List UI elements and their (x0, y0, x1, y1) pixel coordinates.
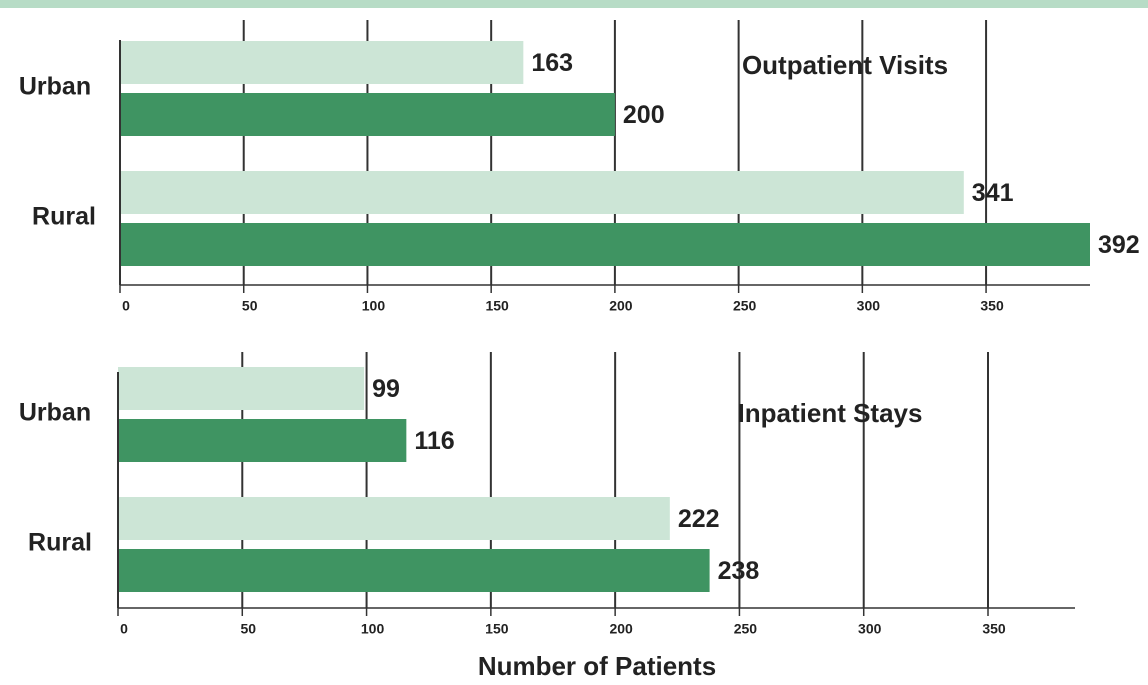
x-tick-label: 0 (120, 621, 128, 637)
bar (120, 41, 524, 84)
x-tick-label: 250 (733, 298, 757, 314)
x-tick-label: 200 (609, 298, 633, 314)
x-tick-label: 50 (240, 621, 256, 637)
x-axis-label: Number of Patients (478, 651, 716, 681)
annotation: Inpatient Stays (738, 398, 923, 428)
bar (118, 549, 710, 592)
data-label: 341 (972, 179, 1014, 207)
bar (120, 223, 1090, 266)
data-label: 392 (1098, 231, 1140, 259)
bar (118, 497, 670, 540)
data-label: 116 (414, 427, 454, 455)
annotation: Outpatient Visits (742, 50, 948, 80)
y-tick-label: Urban (19, 73, 91, 101)
x-tick-label: 0 (122, 298, 130, 314)
top-band (0, 0, 1148, 8)
x-tick-label: 350 (980, 298, 1004, 314)
y-tick-label: Urban (19, 399, 91, 427)
y-tick-label: Rural (28, 529, 92, 557)
data-label: 200 (623, 101, 665, 129)
x-tick-label: 50 (242, 298, 258, 314)
bar (118, 367, 365, 410)
data-label: 238 (718, 557, 760, 585)
x-tick-label: 250 (734, 621, 758, 637)
x-tick-label: 350 (982, 621, 1006, 637)
x-tick-label: 100 (362, 298, 386, 314)
bar (120, 171, 964, 214)
x-tick-label: 200 (609, 621, 633, 637)
data-label: 99 (372, 375, 400, 403)
data-label: 222 (678, 505, 720, 533)
data-label: 163 (531, 49, 573, 77)
y-tick-label: Rural (32, 203, 96, 231)
x-tick-label: 150 (485, 621, 509, 637)
bar (120, 93, 615, 136)
x-tick-label: 100 (361, 621, 385, 637)
bar (118, 419, 407, 462)
x-tick-label: 300 (857, 298, 881, 314)
x-tick-label: 300 (858, 621, 882, 637)
x-tick-label: 150 (485, 298, 509, 314)
